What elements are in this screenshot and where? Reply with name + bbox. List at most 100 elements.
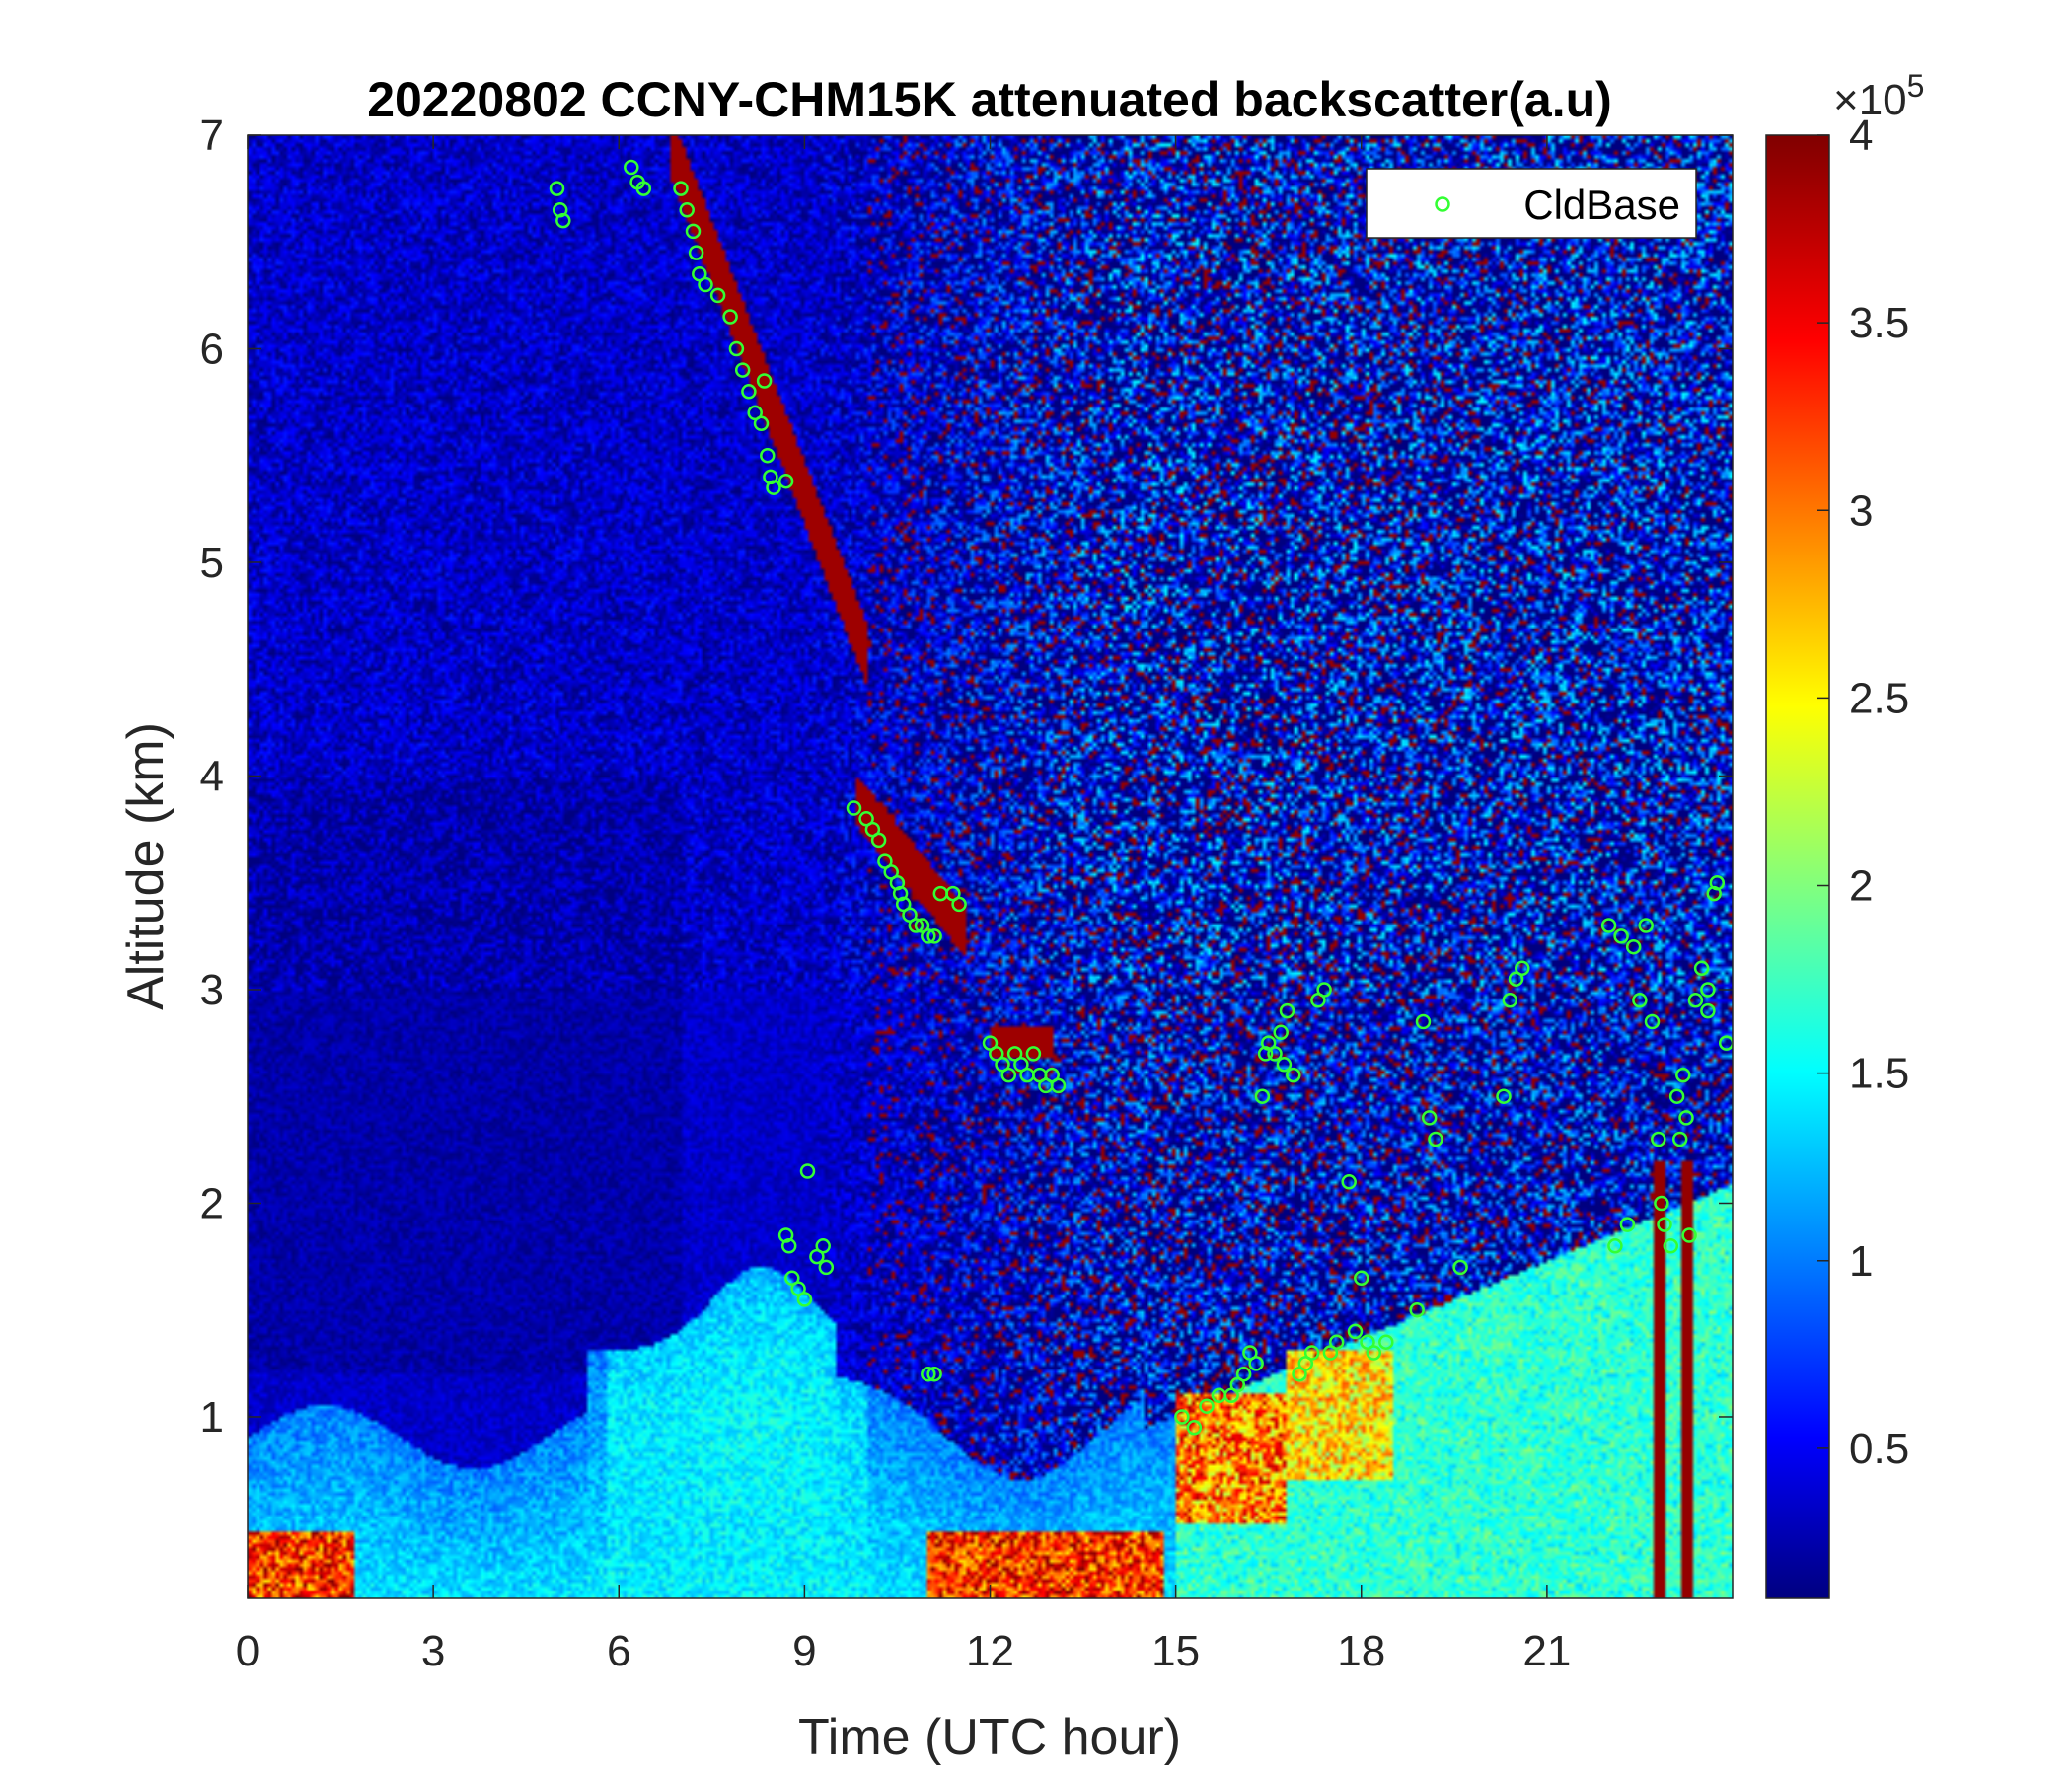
x-tick-label: 12 (966, 1627, 1014, 1675)
cldbase-point (1607, 1238, 1623, 1254)
cldbase-point (1654, 1195, 1669, 1212)
cldbase-point (1267, 1046, 1283, 1062)
cldbase-markers (549, 159, 1733, 1436)
colorbar-tick-label: 1.5 (1849, 1050, 1909, 1098)
y-axis-label: Altitude (km) (117, 722, 175, 1010)
cldbase-point (709, 287, 726, 304)
cldbase-point (1625, 938, 1642, 955)
cldbase-point (760, 447, 776, 464)
cldbase-point (1409, 1301, 1425, 1318)
cldbase-point (1496, 1088, 1512, 1104)
x-axis-label: Time (UTC hour) (798, 1709, 1181, 1766)
cldbase-point (908, 918, 925, 933)
y-tick-label: 2 (200, 1179, 224, 1227)
cldbase-point (1316, 982, 1332, 998)
cldbase-point (926, 1366, 942, 1382)
cldbase-point (728, 340, 745, 357)
colorbar-tick-label: 3.5 (1849, 299, 1909, 347)
cldbase-point (1693, 960, 1710, 977)
legend-box (1366, 168, 1697, 239)
legend-entry-cldbase: CldBase (1523, 182, 1680, 228)
x-tick-label: 0 (236, 1627, 259, 1675)
cldbase-point (555, 212, 571, 229)
cldbase-point (1025, 1046, 1042, 1062)
cldbase-point (1428, 1131, 1443, 1147)
cldbase-point (1276, 1057, 1293, 1073)
cldbase-point (1681, 1227, 1697, 1243)
cldbase-point (1700, 1002, 1716, 1019)
colorbar-tick-label: 3 (1849, 486, 1873, 535)
cldbase-point (815, 1238, 831, 1254)
cldbase-point (1174, 1409, 1190, 1425)
cldbase-point (846, 800, 862, 816)
cldbase-point (951, 896, 967, 913)
cldbase-point (766, 480, 781, 495)
cldbase-point (1638, 918, 1654, 933)
cldbase-point (1668, 1088, 1685, 1104)
cldbase-point (1366, 1345, 1382, 1361)
cldbase-point (1644, 1013, 1661, 1030)
cldbase-point (1718, 1035, 1733, 1051)
cldbase-point (870, 832, 887, 849)
cldbase-point (1328, 1334, 1345, 1350)
y-tick-label: 1 (200, 1393, 224, 1442)
y-tick-label: 3 (200, 966, 224, 1014)
cldbase-point (1050, 1077, 1067, 1094)
cldbase-point (1600, 918, 1617, 933)
colorbar-tick-label: 0.5 (1849, 1425, 1909, 1473)
cldbase-point (818, 1259, 835, 1276)
cldbase-point (1354, 1270, 1369, 1287)
cldbase-point (1415, 1013, 1432, 1030)
colorbar-tick-label: 1 (1849, 1237, 1873, 1286)
y-axis: 1 2 3 4 5 6 7 (200, 111, 1733, 1442)
cldbase-point (1000, 1067, 1017, 1083)
cldbase-point (679, 202, 695, 218)
cldbase-point (1651, 1131, 1666, 1147)
cldbase-point (753, 415, 770, 432)
cldbase-point (1613, 928, 1629, 944)
cldbase-point (1235, 1366, 1252, 1382)
cldbase-point (1286, 1067, 1301, 1083)
cldbase-point (1663, 1238, 1679, 1254)
cldbase-point (1452, 1259, 1468, 1276)
y-tick-label: 6 (200, 325, 224, 373)
colorbar-tick-label: 2 (1849, 862, 1873, 911)
cldbase-point (722, 309, 738, 325)
cldbase-point (1421, 1110, 1438, 1126)
cldbase-point (1709, 874, 1726, 891)
cldbase-point (1199, 1398, 1215, 1414)
x-tick-label: 18 (1337, 1627, 1385, 1675)
cldbase-point (1678, 1110, 1694, 1126)
y-tick-label: 4 (200, 752, 224, 800)
cldbase-point (921, 928, 936, 944)
cldbase-point (698, 276, 713, 293)
cldbase-point (1657, 1217, 1672, 1232)
cldbase-point (624, 159, 639, 176)
cldbase-point (799, 1163, 816, 1179)
cldbase-point (549, 181, 565, 196)
cldbase-point (734, 362, 751, 378)
x-tick-label: 6 (607, 1627, 630, 1675)
cldbase-point (1619, 1217, 1636, 1232)
cldbase-point (1248, 1356, 1264, 1371)
cldbase-point (1632, 993, 1648, 1008)
cldbase-point (673, 181, 689, 196)
cldbase-point (1279, 1002, 1295, 1019)
cldbase-point (685, 223, 702, 240)
chart-title: 20220802 CCNY-CHM15K attenuated backscat… (367, 72, 1612, 127)
cldbase-point (1347, 1323, 1364, 1340)
cldbase-point (1341, 1174, 1357, 1190)
cldbase-point (1186, 1420, 1203, 1436)
cldbase-point (1671, 1131, 1688, 1147)
cldbase-point (921, 1366, 936, 1382)
cldbase-point (1700, 982, 1716, 998)
cldbase-point (1378, 1334, 1394, 1350)
cldbase-point (741, 384, 757, 400)
colorbar-exponent: ×105 (1833, 68, 1924, 124)
cldbase-point (1254, 1088, 1271, 1104)
y-tick-label: 7 (200, 111, 224, 160)
cldbase-point (1675, 1067, 1691, 1083)
colorbar-gradient (1765, 134, 1830, 1599)
cldbase-point (756, 373, 773, 389)
